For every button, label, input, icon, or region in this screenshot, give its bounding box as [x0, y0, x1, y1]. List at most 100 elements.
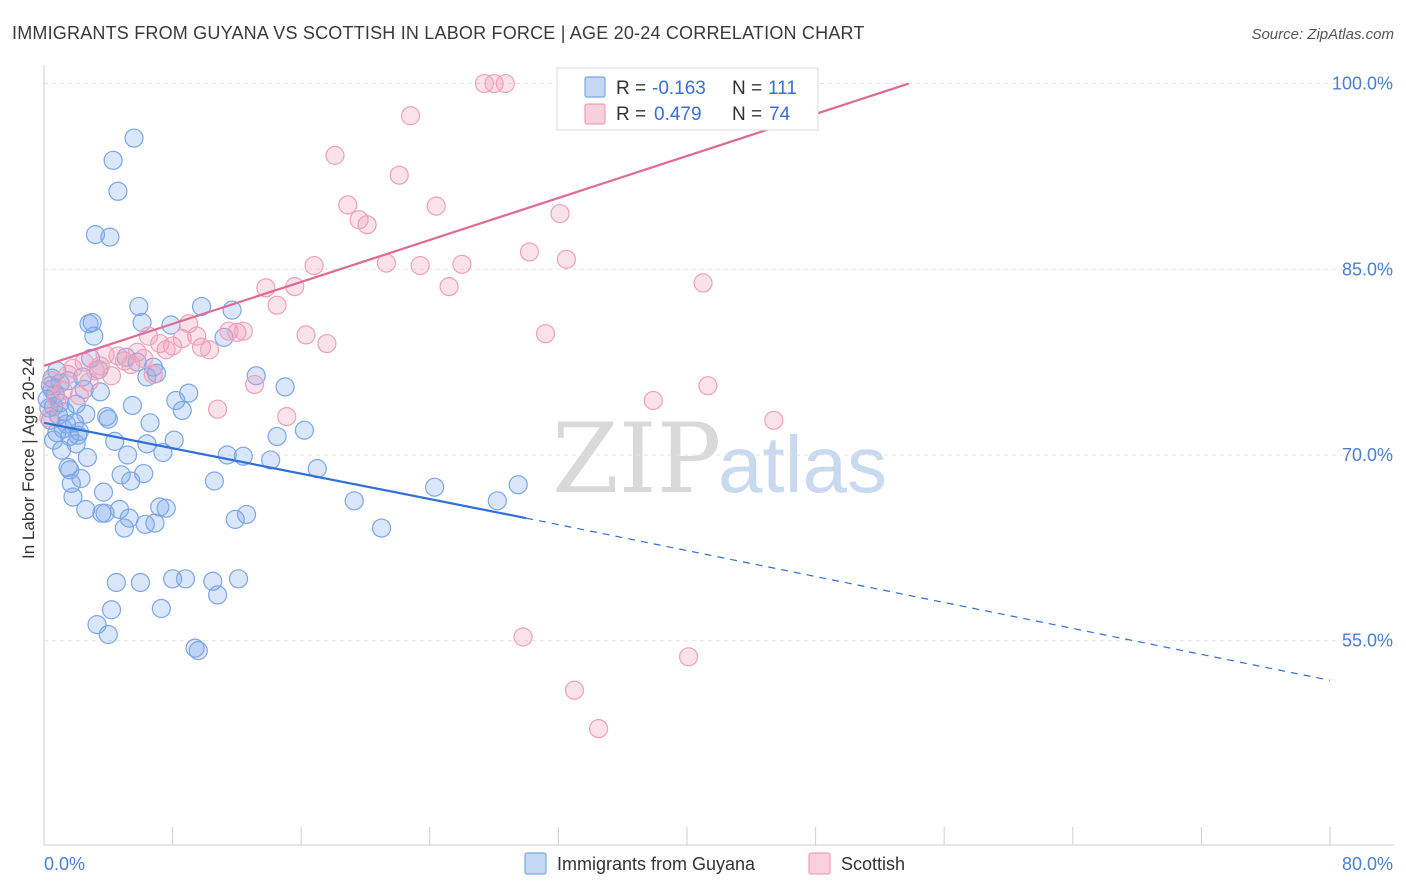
data-point-guyana	[111, 465, 131, 485]
data-point-scottish	[426, 196, 446, 216]
data-point-scottish	[69, 385, 89, 406]
data-point-guyana	[129, 296, 149, 317]
data-point-guyana	[275, 377, 295, 397]
chart-title: IMMIGRANTS FROM GUYANA VS SCOTTISH IN LA…	[12, 23, 865, 43]
data-point-scottish	[163, 336, 183, 356]
data-point-scottish	[556, 249, 577, 269]
data-point-scottish	[187, 326, 207, 346]
data-point-guyana	[100, 227, 120, 247]
stats-swatch-scottish	[584, 103, 606, 125]
data-point-guyana	[52, 440, 72, 460]
data-point-guyana	[76, 499, 96, 520]
data-point-scottish	[227, 322, 247, 343]
stats-n-value-scottish: 74	[769, 104, 791, 125]
axes	[43, 65, 1394, 846]
data-point-guyana	[85, 225, 106, 245]
data-point-scottish	[679, 647, 699, 667]
data-point-scottish	[244, 374, 265, 395]
data-point-scottish	[410, 255, 430, 276]
data-point-scottish	[452, 254, 472, 274]
data-point-guyana	[175, 569, 196, 589]
data-point-guyana	[145, 513, 165, 533]
data-point-scottish	[519, 242, 540, 262]
legend-swatch-scottish	[808, 852, 831, 875]
data-point-scottish	[513, 627, 533, 647]
data-point-scottish	[535, 324, 556, 344]
data-point-guyana	[188, 641, 208, 661]
data-point-guyana	[508, 475, 528, 495]
data-point-scottish	[138, 326, 159, 346]
data-point-scottish	[134, 348, 154, 369]
legend: Immigrants from Guyana Scottish	[524, 852, 905, 875]
trend-line-guyana-extension	[526, 517, 1331, 681]
data-point-guyana	[140, 413, 160, 433]
data-point-guyana	[98, 624, 118, 645]
data-point-guyana	[236, 504, 257, 525]
data-point-scottish	[698, 376, 718, 396]
data-point-guyana	[344, 491, 364, 511]
data-point-guyana	[208, 585, 228, 605]
x-tick-label: 80.0%	[1342, 854, 1393, 874]
stats-r-value-guyana: -0.163	[652, 78, 706, 99]
data-point-guyana	[44, 430, 64, 450]
legend-label-scottish: Scottish	[841, 854, 905, 874]
data-point-scottish	[474, 73, 495, 94]
data-point-scottish	[564, 680, 585, 700]
data-point-scottish	[199, 340, 220, 360]
data-point-guyana	[371, 518, 392, 538]
trend-line-guyana	[43, 421, 527, 520]
data-point-scottish	[304, 255, 324, 276]
data-point-scottish	[296, 325, 316, 345]
data-point-guyana	[294, 420, 315, 440]
data-point-scottish	[495, 73, 515, 94]
stats-swatch-guyana	[584, 76, 606, 98]
data-point-guyana	[119, 508, 139, 528]
data-point-guyana	[84, 326, 104, 346]
y-tick-label: 100.0%	[1332, 74, 1393, 94]
data-point-scottish	[233, 321, 253, 341]
data-point-scottish	[79, 372, 99, 392]
stats-n-value-guyana: 111	[768, 78, 797, 99]
data-point-guyana	[58, 457, 78, 477]
trend-line-scottish	[43, 82, 910, 367]
y-axis-label: In Labor Force | Age 20-24	[19, 357, 38, 559]
data-point-scottish	[338, 195, 358, 215]
x-tick-label: 0.0%	[44, 854, 85, 874]
data-point-scottish	[588, 719, 609, 739]
data-point-guyana	[261, 450, 281, 470]
stats-n-label-guyana: N =	[732, 78, 762, 99]
data-point-scottish	[317, 333, 337, 354]
data-point-guyana	[101, 600, 122, 620]
data-point-guyana	[114, 518, 134, 538]
data-point-guyana	[172, 400, 192, 421]
y-tick-label: 70.0%	[1342, 445, 1393, 465]
data-point-guyana	[66, 434, 86, 454]
data-point-guyana	[122, 395, 143, 416]
watermark: ZIP atlas	[552, 403, 887, 515]
data-point-guyana	[97, 407, 117, 427]
watermark-atlas: atlas	[718, 420, 887, 509]
data-point-guyana	[95, 503, 115, 523]
data-point-guyana	[130, 572, 151, 593]
data-point-guyana	[179, 383, 199, 403]
data-point-guyana	[71, 468, 91, 489]
trend-lines	[43, 82, 1331, 681]
data-point-guyana	[151, 598, 171, 619]
data-point-guyana	[185, 638, 205, 658]
data-point-guyana	[225, 509, 245, 529]
data-point-scottish	[389, 165, 409, 185]
data-point-scottish	[643, 390, 663, 411]
data-point-guyana	[124, 128, 144, 148]
data-point-scottish	[325, 145, 345, 165]
stats-r-value-scottish: 0.479	[654, 104, 702, 125]
data-point-scottish	[53, 381, 73, 401]
data-point-scottish	[439, 277, 459, 297]
data-point-guyana	[156, 498, 176, 518]
data-point-scottish	[191, 337, 212, 357]
data-point-scottish	[219, 321, 239, 341]
y-tick-label: 55.0%	[1342, 631, 1393, 651]
legend-label-guyana: Immigrants from Guyana	[557, 854, 756, 874]
data-point-scottish	[550, 203, 570, 224]
data-point-guyana	[134, 463, 154, 484]
